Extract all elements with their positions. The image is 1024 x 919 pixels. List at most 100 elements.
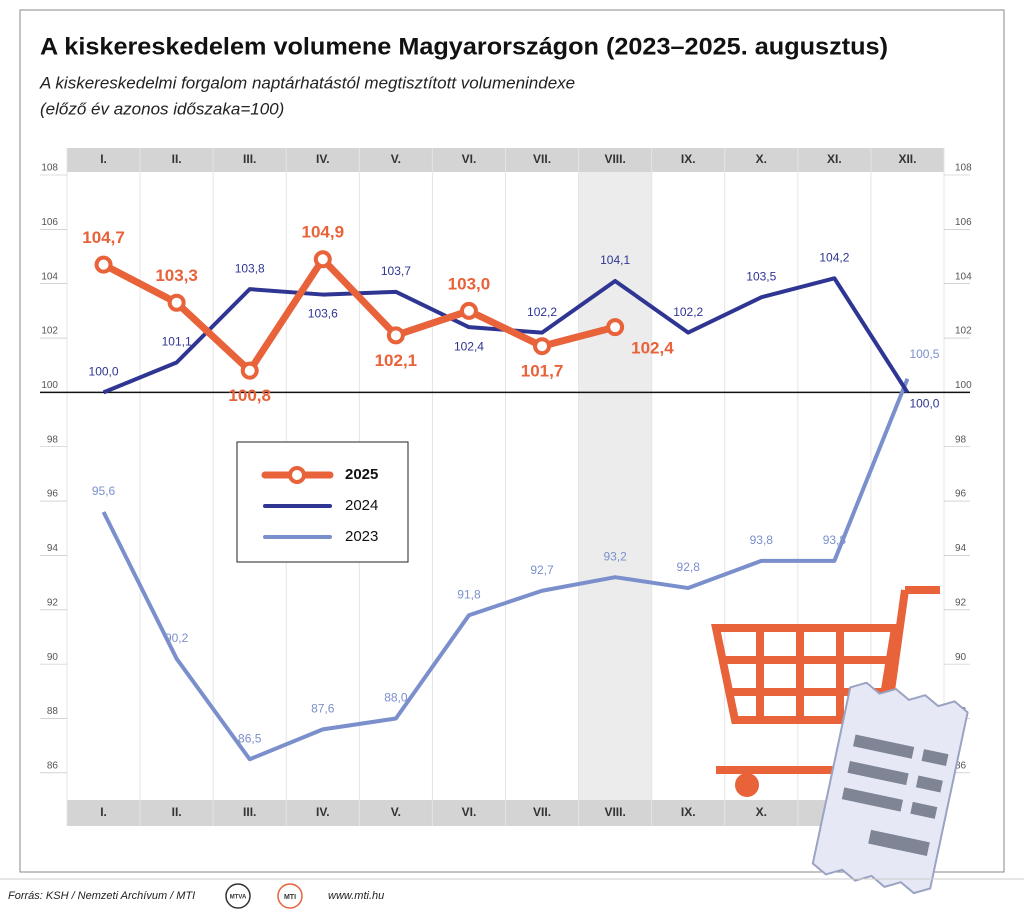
data-label: 87,6 (311, 702, 335, 716)
marker (386, 326, 405, 345)
plot: I. I. II. II. III. III. IV. IV. V. V. VI. VI. VII. VI… (40, 148, 972, 826)
logo-text: MTVA (230, 895, 247, 901)
x-tick-label: VII. (533, 805, 551, 819)
data-label: 103,0 (448, 274, 491, 293)
x-tick-label: II. (172, 805, 182, 819)
data-label: 104,1 (600, 253, 630, 267)
x-tick-label: III. (243, 805, 256, 819)
data-label: 91,8 (457, 587, 481, 601)
y-tick-label: 96 (955, 489, 967, 500)
x-tick-label: II. (172, 152, 182, 166)
x-tick-label: X. (756, 152, 767, 166)
logo (225, 883, 251, 909)
data-label: 104,2 (819, 250, 849, 264)
y-tick-label: 102 (41, 326, 58, 337)
x-tick-label: I. (100, 805, 107, 819)
y-tick-label: 104 (955, 271, 972, 282)
y-tick-label: 106 (41, 217, 58, 228)
data-label: 102,2 (673, 305, 703, 319)
subtitle: A kiskereskedelmi forgalom naptárhatástó… (39, 73, 575, 92)
x-tick-label: VIII. (604, 805, 625, 819)
x-tick-label: V. (391, 152, 401, 166)
data-label: 103,6 (308, 307, 338, 321)
data-label: 92,7 (530, 563, 554, 577)
y-tick-label: 96 (47, 489, 59, 500)
x-tick-label: I. (100, 152, 107, 166)
y-tick-label: 90 (955, 652, 967, 663)
data-label: 93,8 (823, 533, 847, 547)
x-tick-label: VIII. (604, 152, 625, 166)
marker (459, 301, 478, 320)
data-label: 104,7 (82, 228, 125, 247)
y-tick-label: 108 (955, 163, 972, 174)
legend-box (236, 441, 409, 563)
marker (606, 318, 625, 337)
data-label: 95,6 (92, 484, 116, 498)
data-label: 103,8 (235, 261, 265, 275)
x-tick-label: V. (391, 805, 401, 819)
legend-label: 2024 (345, 497, 378, 514)
data-label: 102,4 (454, 339, 484, 353)
data-label: 90,2 (165, 631, 189, 645)
data-label: 103,5 (746, 269, 776, 283)
logo (277, 883, 303, 909)
url: www.mti.hu (328, 890, 384, 902)
legend-marker (288, 466, 306, 484)
x-tick-label: X. (756, 805, 767, 819)
data-label: 100,5 (909, 347, 939, 361)
data-label: 86,5 (238, 731, 262, 745)
legend-label: 2023 (345, 528, 378, 545)
series-line (101, 378, 910, 762)
y-tick-label: 102 (955, 326, 972, 337)
marker (313, 250, 332, 269)
legend-label: 2025 (345, 466, 378, 483)
data-label: 88,0 (384, 691, 408, 705)
x-tick-label: VI. (462, 152, 477, 166)
data-label: 100,0 (89, 365, 119, 379)
data-label: 92,8 (677, 560, 701, 574)
y-tick-label: 86 (47, 760, 59, 771)
subtitle: (előző év azonos időszaka=100) (40, 99, 284, 118)
x-tick-label: VI. (462, 805, 477, 819)
marker (533, 337, 552, 356)
y-tick-label: 88 (47, 706, 59, 717)
receipt-illustration (811, 681, 969, 895)
data-label: 103,7 (381, 264, 411, 278)
highlight-band (578, 148, 652, 826)
series-line (101, 255, 617, 375)
marker (94, 255, 113, 274)
y-tick-label: 98 (47, 434, 59, 445)
y-tick-label: 86 (955, 760, 967, 771)
data-label: 93,2 (603, 549, 627, 563)
x-tick-label: IV. (316, 152, 330, 166)
y-tick-label: 94 (47, 543, 59, 554)
x-tick-label: IX. (681, 152, 696, 166)
marker (167, 293, 186, 312)
x-tick-label: III. (243, 152, 256, 166)
x-tick-label: XI. (827, 152, 842, 166)
data-label: 102,2 (527, 305, 557, 319)
logo-text: MTI (284, 894, 296, 901)
data-label: 103,3 (155, 266, 198, 285)
source: Forrás: KSH / Nemzeti Archívum / MTI (8, 890, 195, 902)
y-tick-label: 100 (955, 380, 972, 391)
data-label: 100,8 (228, 386, 271, 405)
data-label: 101,1 (162, 335, 192, 349)
data-label: 93,8 (750, 533, 774, 547)
y-tick-label: 108 (41, 163, 58, 174)
y-tick-label: 98 (955, 434, 967, 445)
data-label: 101,7 (521, 362, 564, 381)
y-tick-label: 92 (955, 597, 967, 608)
x-tick-label: XII. (898, 152, 916, 166)
data-label: 104,9 (302, 223, 345, 242)
y-tick-label: 92 (47, 597, 59, 608)
data-label: 102,4 (631, 339, 674, 358)
y-tick-label: 106 (955, 217, 972, 228)
x-tick-label: IV. (316, 805, 330, 819)
data-label: 102,1 (375, 351, 418, 370)
x-tick-label: IX. (681, 805, 696, 819)
chart-title: A kiskereskedelem volumene Magyarországo… (40, 33, 888, 60)
y-tick-label: 100 (41, 380, 58, 391)
y-tick-label: 104 (41, 271, 58, 282)
